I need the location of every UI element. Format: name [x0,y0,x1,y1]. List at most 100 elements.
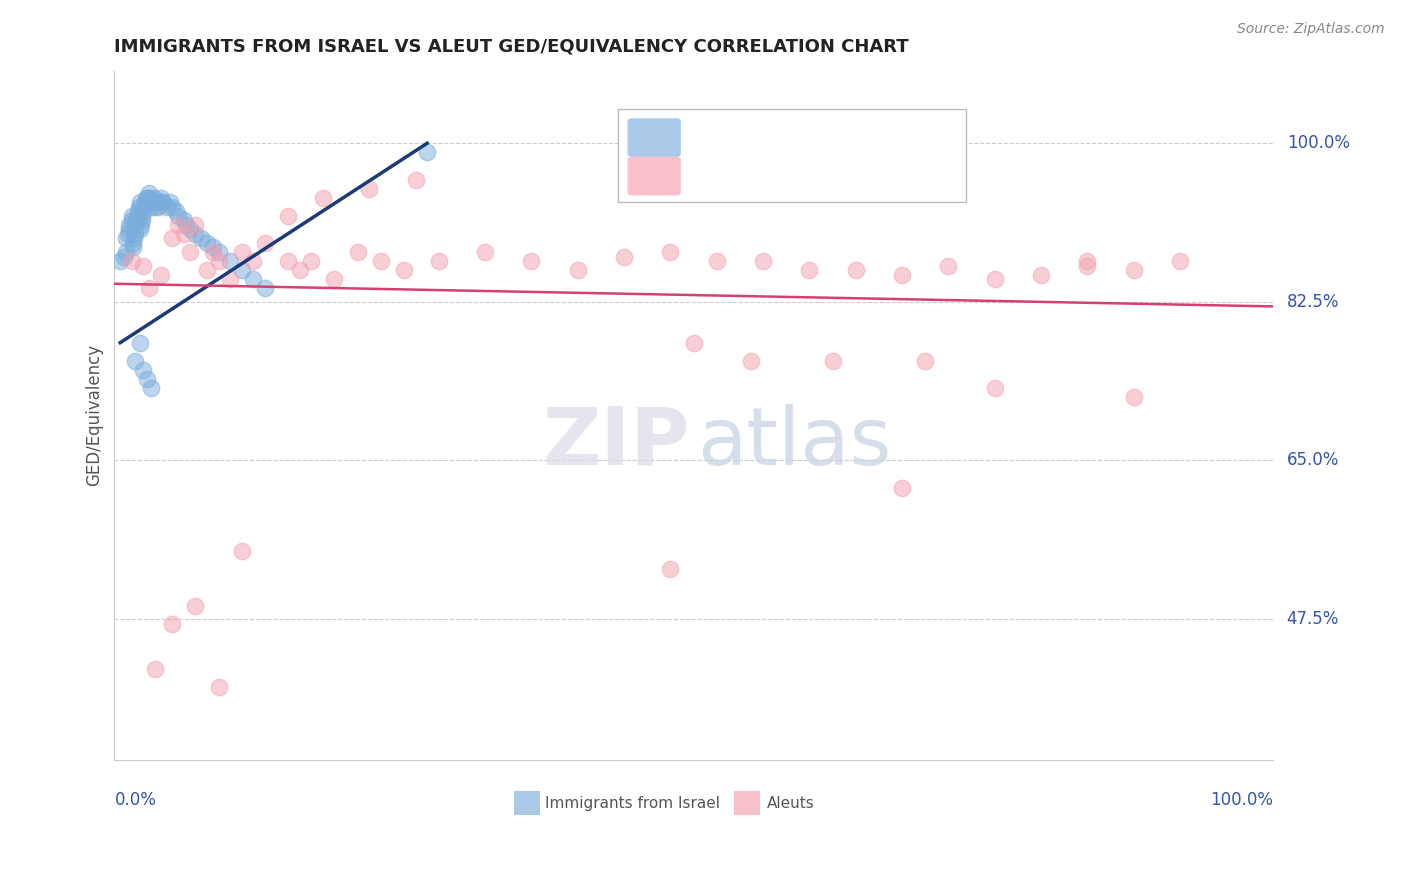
Point [253,235,276,250]
Point [983,272,1005,286]
Point [131,213,153,227]
Point [117,227,139,241]
Point [1122,390,1144,404]
Point [127,204,149,219]
Point [141,200,163,214]
Point [128,195,150,210]
Point [392,263,415,277]
Point [122,240,145,254]
Point [179,245,201,260]
Point [231,245,253,260]
Point [138,186,160,200]
Point [1076,254,1098,268]
Point [190,231,212,245]
Point [179,222,201,236]
Point [277,209,299,223]
Point [143,662,166,676]
Point [253,281,276,295]
Text: R = -0.065  N = 58: R = -0.065 N = 58 [693,167,890,186]
Point [141,381,163,395]
Point [184,227,207,241]
Point [659,245,682,260]
Point [370,254,392,268]
Point [131,209,153,223]
Point [277,254,299,268]
Point [115,245,138,260]
Point [983,381,1005,395]
Point [567,263,589,277]
Point [132,204,155,219]
Point [405,172,427,186]
Point [208,254,231,268]
Text: 82.5%: 82.5% [1286,293,1339,311]
Point [162,231,184,245]
Point [219,254,242,268]
Point [201,245,224,260]
Point [219,272,242,286]
Point [752,254,775,268]
Point [208,680,231,694]
Point [121,213,143,227]
Point [242,272,264,286]
Bar [734,790,759,814]
Point [132,363,155,377]
Point [167,218,190,232]
Point [148,200,170,214]
Point [122,235,145,250]
Point [139,195,162,210]
Text: ZIP: ZIP [543,404,690,482]
Point [124,218,146,232]
Point [159,195,181,210]
Point [474,245,496,260]
Point [359,181,381,195]
Point [208,245,231,260]
Point [173,227,195,241]
Point [118,218,141,232]
Point [201,240,224,254]
Point [821,353,844,368]
Point [146,195,169,210]
Point [129,218,152,232]
Point [128,200,150,214]
Point [155,200,177,214]
Point [938,259,960,273]
Point [231,263,253,277]
Point [195,235,218,250]
Point [416,145,439,160]
Point [799,263,821,277]
Point [142,195,165,210]
Point [134,195,156,210]
Point [299,254,322,268]
Point [659,562,682,576]
Text: 100.0%: 100.0% [1286,135,1350,153]
Point [520,254,543,268]
Point [135,191,157,205]
Point [125,213,148,227]
Point [613,250,636,264]
Point [135,195,157,210]
Point [121,209,143,223]
Point [845,263,868,277]
Point [195,263,218,277]
Text: 0.0%: 0.0% [114,790,156,809]
Point [173,213,195,227]
Point [312,191,335,205]
Point [184,599,207,613]
Point [1076,259,1098,273]
Text: Immigrants from Israel: Immigrants from Israel [546,796,720,811]
Point [167,209,190,223]
Point [152,195,174,210]
Point [1029,268,1052,282]
Point [231,544,253,558]
Point [1168,254,1191,268]
Point [135,191,157,205]
FancyBboxPatch shape [619,109,966,202]
Point [142,191,165,205]
Point [121,254,143,268]
Point [132,200,155,214]
Point [138,281,160,295]
Bar [515,790,540,814]
Text: 100.0%: 100.0% [1209,790,1272,809]
Text: Aleuts: Aleuts [766,796,814,811]
Point [706,254,728,268]
